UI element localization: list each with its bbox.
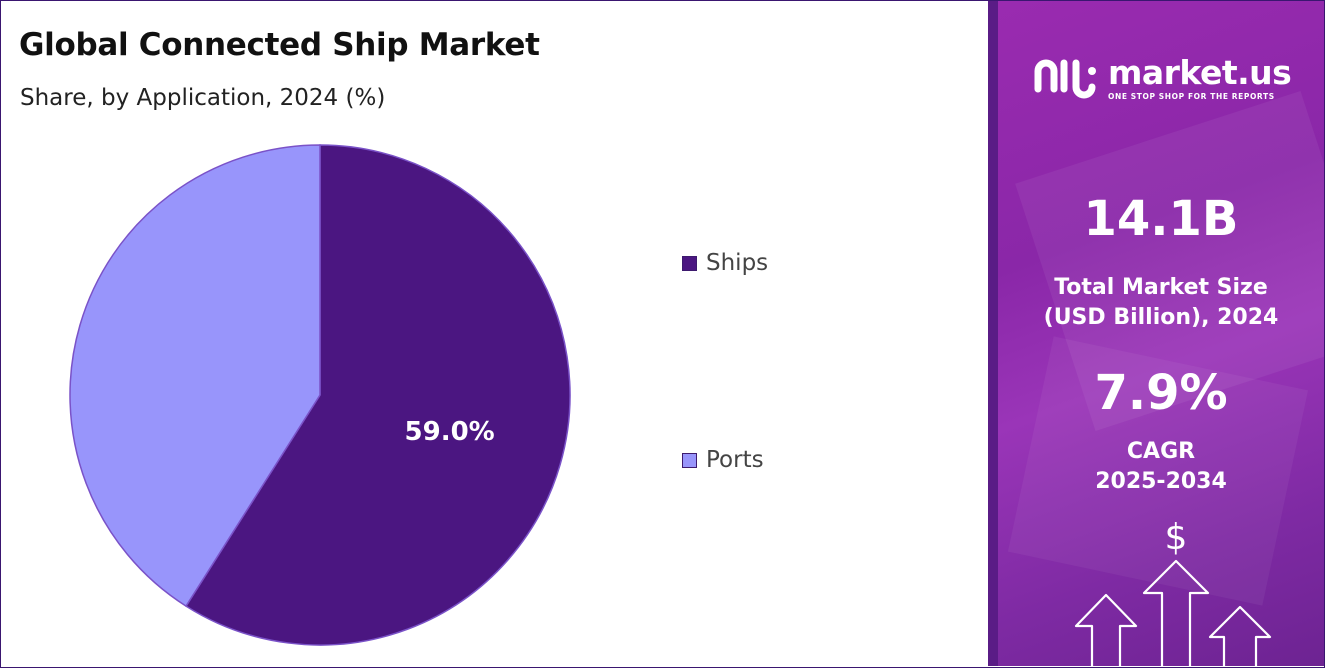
- pie-chart: 59.0%: [69, 144, 571, 646]
- legend-item-ports: Ports: [682, 447, 764, 473]
- dollar-symbol: $: [1164, 517, 1188, 558]
- logo-tagline: ONE STOP SHOP FOR THE REPORTS: [1108, 91, 1275, 101]
- legend-swatch-ships: [682, 255, 697, 271]
- market-size-label-line2: (USD Billion), 2024: [1043, 305, 1279, 330]
- market-size-label-line1: Total Market Size: [1054, 275, 1268, 300]
- legend-item-ships: Ships: [682, 250, 768, 276]
- cagr-value: 7.9%: [1094, 365, 1228, 421]
- legend-swatch-ports: [682, 452, 697, 468]
- page-title: Global Connected Ship Market: [19, 27, 540, 63]
- cagr-period: 2025-2034: [1095, 469, 1227, 494]
- pie-slice-ships: [185, 144, 571, 646]
- chart-subtitle: Share, by Application, 2024 (%): [20, 85, 386, 111]
- growth-arrows-icon: [1074, 559, 1272, 666]
- legend-label-ports: Ports: [706, 447, 764, 473]
- market-us-logo-icon: [1034, 59, 1096, 99]
- chart-panel: Global Connected Ship Market Share, by A…: [1, 1, 987, 665]
- summary-sidebar: market.us ONE STOP SHOP FOR THE REPORTS …: [988, 1, 1324, 666]
- cagr-label: CAGR: [1126, 439, 1196, 464]
- market-size-value: 14.1B: [1083, 191, 1239, 247]
- logo-name: market.us: [1108, 52, 1292, 92]
- data-label-ships: 59.0%: [405, 417, 495, 447]
- pie-slice-ports: [69, 144, 321, 608]
- brand-logo: market.us ONE STOP SHOP FOR THE REPORTS: [1032, 52, 1292, 103]
- legend-label-ships: Ships: [706, 250, 769, 276]
